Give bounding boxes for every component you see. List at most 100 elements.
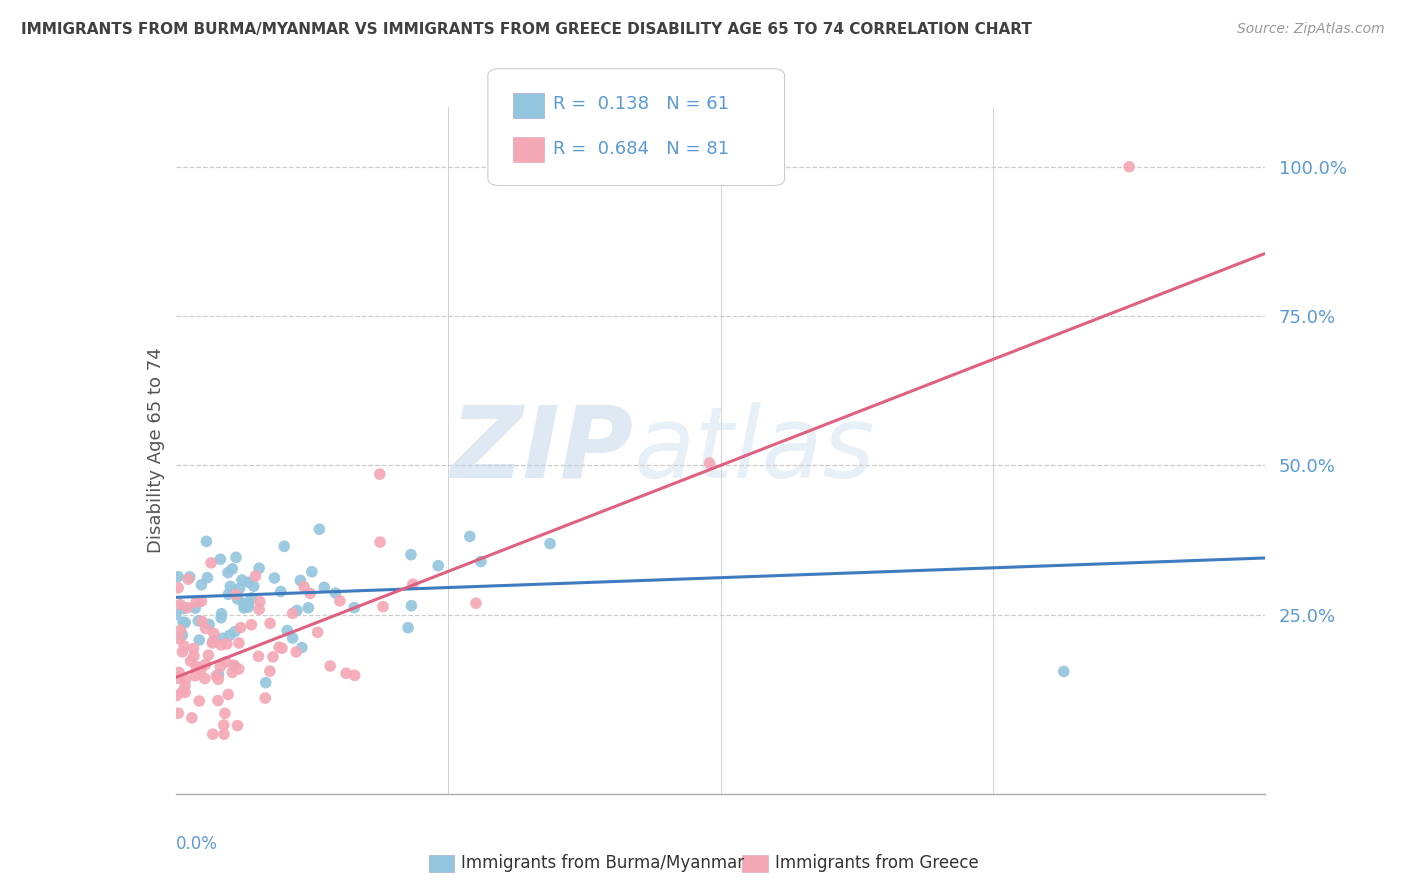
Point	[169, 623, 191, 637]
Point	[174, 615, 197, 630]
Point	[254, 675, 277, 690]
Text: Immigrants from Greece: Immigrants from Greece	[775, 855, 979, 872]
Point	[183, 641, 205, 656]
Point	[194, 622, 217, 636]
Point	[1118, 160, 1140, 174]
Point	[371, 599, 394, 614]
Point	[207, 667, 229, 681]
Point	[427, 558, 450, 573]
Point	[187, 614, 209, 628]
Point	[259, 664, 281, 678]
Point	[217, 688, 239, 702]
Point	[211, 632, 233, 646]
Point	[194, 657, 217, 672]
Point	[307, 625, 329, 640]
Point	[1053, 665, 1076, 679]
Point	[247, 561, 270, 575]
Point	[202, 626, 225, 640]
Point	[197, 648, 219, 662]
Point	[194, 672, 217, 686]
Point	[299, 586, 322, 600]
Point	[167, 665, 190, 680]
Point	[401, 599, 423, 613]
Point	[180, 654, 202, 668]
Point	[240, 591, 263, 605]
Point	[228, 636, 250, 650]
Point	[221, 665, 243, 680]
Point	[172, 615, 194, 630]
Text: Source: ZipAtlas.com: Source: ZipAtlas.com	[1237, 22, 1385, 37]
Text: atlas: atlas	[633, 402, 875, 499]
Text: R =  0.684   N = 81: R = 0.684 N = 81	[553, 140, 728, 158]
Point	[180, 711, 202, 725]
Point	[292, 580, 315, 594]
Point	[308, 522, 330, 536]
Point	[179, 570, 201, 584]
Text: R =  0.138   N = 61: R = 0.138 N = 61	[553, 95, 728, 113]
Point	[167, 706, 190, 721]
Point	[276, 624, 298, 638]
Point	[173, 639, 195, 653]
Point	[209, 611, 232, 625]
Point	[197, 571, 219, 585]
Point	[183, 648, 205, 663]
Text: IMMIGRANTS FROM BURMA/MYANMAR VS IMMIGRANTS FROM GREECE DISABILITY AGE 65 TO 74 : IMMIGRANTS FROM BURMA/MYANMAR VS IMMIGRA…	[21, 22, 1032, 37]
Point	[368, 535, 391, 549]
Point	[254, 691, 277, 706]
Point	[262, 649, 284, 664]
Point	[190, 578, 212, 592]
Point	[228, 662, 250, 676]
Point	[259, 616, 281, 631]
Point	[172, 684, 194, 698]
Point	[242, 579, 264, 593]
Point	[207, 693, 229, 707]
Point	[335, 666, 357, 681]
Point	[238, 596, 260, 610]
Point	[224, 659, 246, 673]
Point	[245, 569, 267, 583]
Point	[301, 565, 323, 579]
Point	[174, 679, 197, 693]
Point	[240, 617, 263, 632]
Point	[184, 659, 207, 673]
Point	[184, 595, 207, 609]
Point	[343, 668, 366, 682]
Point	[281, 631, 304, 645]
Point	[198, 617, 221, 632]
Point	[202, 634, 225, 648]
Point	[201, 634, 224, 648]
Point	[172, 628, 194, 642]
Point	[229, 621, 252, 635]
Point	[209, 607, 232, 621]
Point	[314, 580, 336, 594]
Point	[214, 706, 236, 721]
Point	[191, 615, 214, 629]
Point	[167, 570, 190, 584]
Point	[172, 645, 194, 659]
Point	[173, 601, 195, 615]
Point	[174, 673, 197, 687]
Point	[200, 556, 222, 570]
Point	[165, 607, 187, 622]
Point	[201, 636, 224, 650]
Point	[247, 649, 270, 664]
Point	[325, 586, 347, 600]
Text: 0.0%: 0.0%	[176, 835, 218, 853]
Point	[167, 581, 190, 595]
Point	[396, 621, 419, 635]
Point	[249, 595, 271, 609]
Point	[177, 572, 200, 586]
Point	[233, 601, 256, 615]
Point	[209, 659, 232, 673]
Point	[538, 536, 561, 550]
Point	[201, 727, 224, 741]
Point	[224, 624, 246, 639]
Point	[212, 727, 235, 741]
Point	[225, 550, 247, 565]
Point	[215, 655, 238, 669]
Point	[290, 574, 312, 588]
Point	[221, 562, 243, 576]
Point	[217, 566, 239, 580]
Point	[176, 600, 198, 615]
Point	[169, 632, 191, 646]
